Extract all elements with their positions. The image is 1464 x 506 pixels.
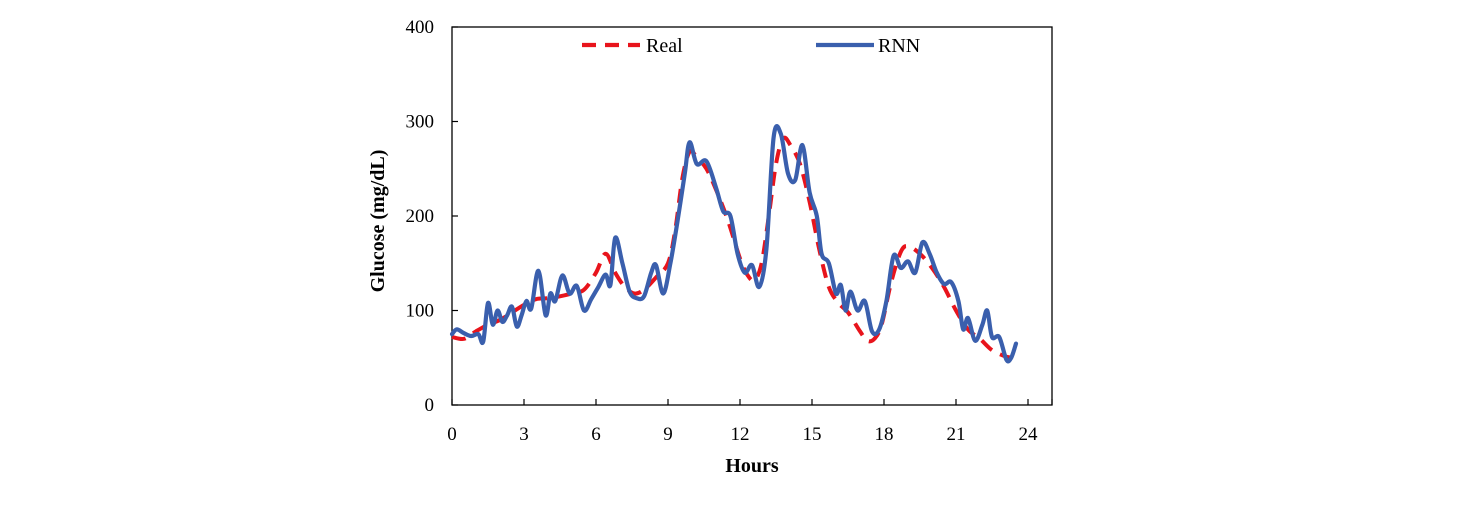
y-tick-label: 200: [406, 206, 435, 227]
series-line-rnn: [449, 124, 1019, 364]
y-tick-label: 400: [406, 17, 435, 38]
series-layer: [449, 124, 1019, 364]
y-tick-label: 0: [425, 395, 435, 416]
legend: Real RNN: [582, 35, 920, 57]
x-tick-label: 6: [591, 424, 601, 445]
x-tick-label: 18: [875, 424, 894, 445]
legend-label-rnn: RNN: [878, 35, 920, 57]
x-tick-label: 9: [663, 424, 673, 445]
x-tick-label: 15: [803, 424, 822, 445]
x-tick-label: 21: [947, 424, 966, 445]
x-tick-label: 12: [731, 424, 750, 445]
legend-label-real: Real: [646, 35, 683, 57]
x-axis-title: Hours: [725, 455, 779, 477]
series-line-real: [451, 135, 1012, 360]
y-tick-label: 100: [406, 301, 435, 322]
plot-border: [451, 26, 1053, 406]
y-axis-ticks: 0 100 200 300 400: [406, 17, 458, 416]
x-axis-ticks: 0 3 6 9 12 15 18 21 24: [447, 399, 1053, 445]
y-axis-title: Glucose (mg/dL): [367, 150, 389, 293]
x-tick-label: 24: [1019, 424, 1039, 445]
x-tick-label: 3: [519, 424, 529, 445]
plot-frame: [451, 26, 1053, 406]
x-tick-label: 0: [447, 424, 457, 445]
y-tick-label: 300: [406, 112, 435, 133]
